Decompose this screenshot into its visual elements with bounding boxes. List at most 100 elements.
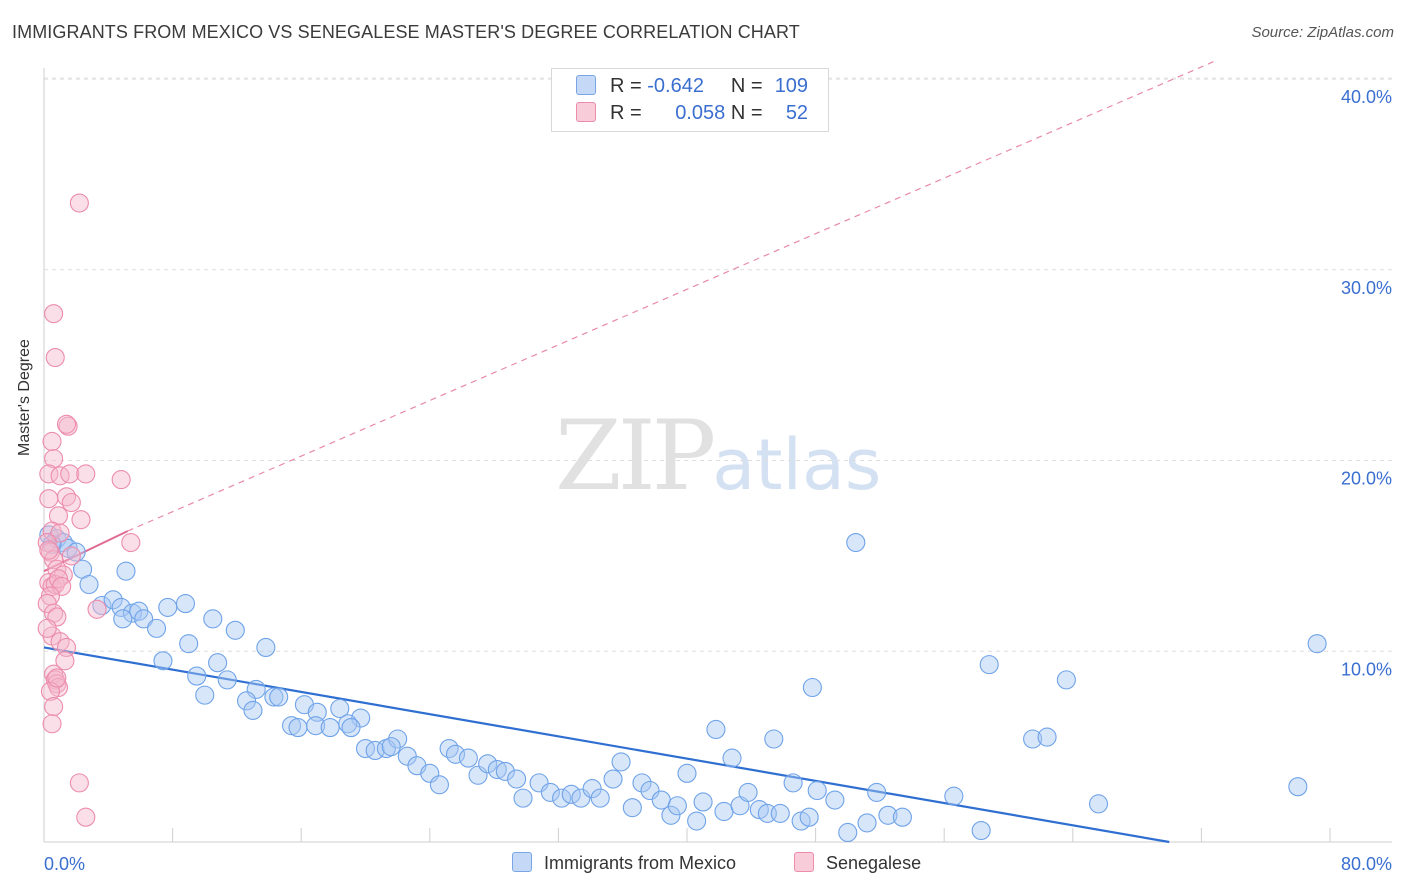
point-senegalese — [87, 599, 107, 619]
point-mexico — [330, 698, 350, 719]
legend-n-value: 52 — [785, 102, 809, 124]
point-mexico — [667, 796, 687, 816]
point-senegalese — [42, 521, 62, 541]
point-mexico — [134, 609, 154, 629]
x-tick-label: 0.0% — [44, 854, 85, 874]
point-mexico — [282, 716, 302, 736]
point-mexico — [561, 784, 581, 804]
point-senegalese — [55, 651, 75, 671]
point-mexico — [187, 666, 207, 686]
point-mexico — [693, 792, 713, 812]
point-mexico — [571, 788, 591, 808]
point-senegalese — [50, 466, 70, 486]
point-senegalese — [39, 540, 59, 560]
point-mexico — [722, 748, 742, 768]
point-mexico — [825, 790, 845, 810]
point-mexico — [632, 773, 652, 793]
y-tick-label: 10.0% — [1341, 659, 1392, 679]
point-mexico — [153, 651, 173, 671]
point-mexico — [677, 763, 697, 783]
point-mexico — [878, 805, 898, 825]
legend-n-value: 109 — [774, 75, 809, 97]
point-mexico — [116, 561, 136, 581]
point-mexico — [1023, 729, 1043, 749]
point-mexico — [807, 780, 827, 801]
point-mexico — [355, 738, 376, 759]
point-senegalese — [47, 668, 67, 688]
point-mexico — [429, 775, 449, 795]
point-senegalese — [60, 464, 80, 484]
legend-swatch-senegalese — [576, 102, 596, 122]
point-senegalese — [71, 510, 91, 530]
point-mexico — [217, 670, 237, 690]
trend-line-senegalese — [43, 530, 129, 573]
point-senegalese — [45, 574, 65, 595]
legend-row-mexico: R = -0.642 N = 109 — [576, 75, 808, 99]
point-mexico — [1037, 727, 1057, 747]
point-mexico — [892, 807, 912, 827]
point-senegalese — [44, 697, 64, 717]
legend-swatch-senegalese — [794, 852, 814, 872]
point-mexico — [264, 687, 284, 707]
legend-n-label: N = — [730, 102, 763, 124]
point-mexico — [195, 685, 215, 705]
point-mexico — [487, 759, 507, 780]
gridlines — [44, 77, 1392, 652]
point-mexico — [445, 744, 466, 764]
point-mexico — [603, 769, 623, 789]
point-mexico — [388, 729, 408, 749]
y-tick-label: 40.0% — [1341, 87, 1392, 107]
point-senegalese — [61, 492, 81, 513]
point-mexico — [1056, 670, 1076, 690]
point-mexico — [146, 618, 167, 638]
x-tick-label: 80.0% — [1341, 854, 1392, 874]
point-mexico — [397, 746, 417, 766]
legend-label-senegalese: Senegalese — [826, 853, 922, 873]
point-mexico — [203, 609, 223, 629]
point-senegalese — [37, 618, 57, 638]
correlation-legend: R = -0.642 N = 109 R = 0.058 N = 52 — [551, 68, 829, 132]
point-mexico — [225, 620, 245, 640]
point-mexico — [770, 803, 790, 823]
point-mexico — [103, 590, 123, 610]
point-mexico — [651, 790, 671, 810]
point-mexico — [122, 603, 142, 623]
point-mexico — [552, 788, 572, 808]
point-mexico — [158, 597, 178, 617]
point-senegalese — [121, 533, 141, 553]
legend-n-label: N = — [730, 75, 763, 97]
point-mexico — [979, 655, 999, 675]
point-mexico — [320, 718, 340, 738]
watermark-atlas: atlas — [712, 424, 882, 506]
legend-r-value: 0.058 — [675, 102, 726, 124]
point-mexico — [269, 687, 289, 707]
point-mexico — [1088, 794, 1109, 814]
point-mexico — [799, 807, 819, 827]
point-senegalese — [42, 431, 62, 452]
point-mexico — [1288, 777, 1308, 797]
point-mexico — [1307, 634, 1327, 654]
point-mexico — [622, 798, 642, 818]
chart-title: IMMIGRANTS FROM MEXICO VS SENEGALESE MAS… — [12, 22, 800, 42]
point-mexico — [458, 748, 478, 768]
point-mexico — [341, 718, 361, 738]
point-mexico — [687, 811, 707, 831]
source-label: Source: ZipAtlas.com — [1251, 24, 1394, 41]
point-mexico — [590, 788, 610, 808]
point-senegalese — [111, 470, 131, 490]
point-senegalese — [39, 489, 59, 509]
point-mexico — [661, 805, 681, 825]
point-mexico — [783, 773, 803, 793]
point-mexico — [867, 782, 887, 802]
legend-r-label: R = — [610, 102, 642, 124]
point-mexico — [113, 609, 133, 629]
point-mexico — [706, 719, 726, 740]
data-points — [37, 193, 1327, 843]
point-senegalese — [56, 414, 77, 434]
point-mexico — [513, 788, 533, 808]
tick-labels: 10.0% 20.0% 30.0% 40.0% 0.0% 80.0% — [44, 87, 1392, 874]
legend-row-senegalese: R = 0.058 N = 52 — [576, 102, 808, 126]
legend-r-value: -0.642 — [647, 75, 704, 97]
point-mexico — [764, 729, 784, 749]
